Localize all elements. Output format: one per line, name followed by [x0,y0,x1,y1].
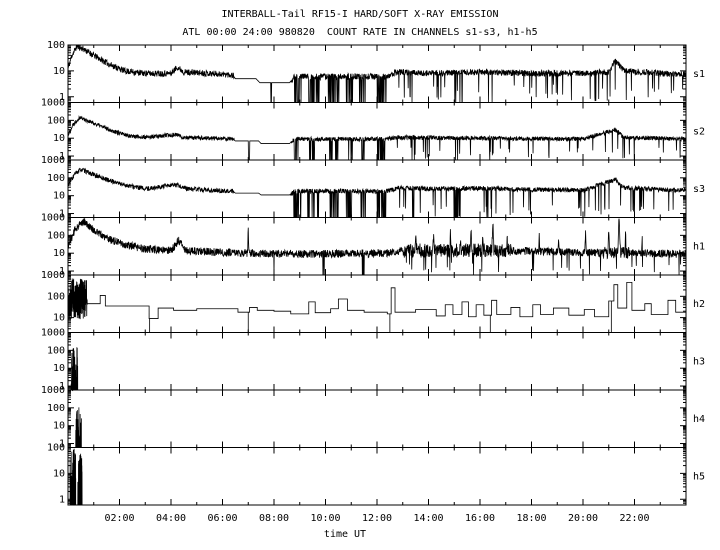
x-tick-label: 16:00 [465,513,495,524]
panel-frame [67,274,687,333]
y-tick-label: 10 [53,468,65,479]
y-tick-label: 10 [53,133,65,144]
y-tick-label: 10 [53,191,65,202]
y-tick-label: 100 [47,291,65,302]
panel-frame [67,217,687,276]
panel-label-s1: s1 [693,69,705,80]
y-tick-label: 1 [59,209,65,220]
x-tick-label: 14:00 [413,513,443,524]
panel-frame [67,332,687,391]
y-tick-label: 100 [47,230,65,241]
panel-frame [67,102,687,161]
data-trace-s2 [67,115,687,161]
x-tick-label: 04:00 [156,513,186,524]
panel-label-s2: s2 [693,126,705,137]
data-trace-h5 [68,448,686,506]
y-tick-label: 100 [47,173,65,184]
x-tick-label: 10:00 [310,513,340,524]
y-tick-label: 100 [47,115,65,126]
x-tick-label: 08:00 [259,513,289,524]
data-trace-h2 [67,278,686,320]
y-tick-label: 1 [59,266,65,277]
panel-frame [67,389,687,448]
panel-label-h2: h2 [693,299,705,310]
y-tick-label: 1000 [41,98,65,109]
y-tick-label: 1 [59,494,65,505]
y-tick-label: 100 [47,403,65,414]
x-tick-label: 12:00 [362,513,392,524]
x-tick-label: 18:00 [516,513,546,524]
x-tick-label: 02:00 [104,513,134,524]
y-tick-label: 1000 [41,155,65,166]
y-tick-label: 10 [53,66,65,77]
y-tick-label: 1000 [41,270,65,281]
y-tick-label: 1 [59,381,65,392]
data-trace-s3 [67,167,687,218]
x-tick-label: 20:00 [568,513,598,524]
y-tick-label: 1 [59,439,65,450]
panel-label-s3: s3 [693,184,705,195]
y-tick-label: 1 [59,92,65,103]
data-trace-h4 [68,407,686,448]
x-axis-label: time UT [323,529,367,540]
y-tick-label: 10 [53,313,65,324]
y-tick-label: 100 [47,40,65,51]
panel-label-h5: h5 [693,471,705,482]
y-tick-label: 1000 [41,328,65,339]
x-tick-label: 06:00 [207,513,237,524]
y-tick-label: 1000 [41,213,65,224]
chart-subtitle: ATL 00:00 24:00 980820 COUNT RATE IN CHA… [182,27,538,38]
x-tick-label: 22:00 [619,513,649,524]
panel-frame [67,447,687,506]
y-tick-label: 10 [53,421,65,432]
data-trace-h1 [67,218,687,276]
y-tick-label: 100 [47,443,65,454]
y-tick-label: 1000 [41,385,65,396]
panel-label-h3: h3 [693,356,705,367]
data-trace-s1 [67,44,687,103]
y-tick-label: 100 [47,345,65,356]
chart-title: INTERBALL-Tail RF15-I HARD/SOFT X-RAY EM… [221,9,499,20]
data-trace-h3 [68,347,686,392]
y-tick-label: 10 [53,363,65,374]
panel-label-h1: h1 [693,241,705,252]
y-tick-label: 10 [53,248,65,259]
panel-label-h4: h4 [693,414,705,425]
y-tick-label: 1 [59,151,65,162]
